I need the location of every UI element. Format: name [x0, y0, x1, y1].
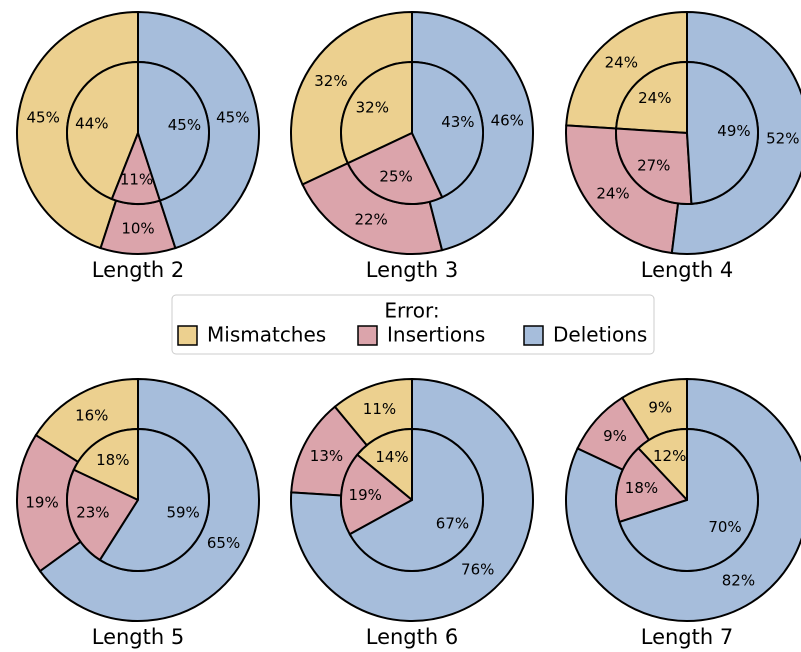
value-label: 76%: [461, 560, 494, 578]
value-label: 10%: [121, 220, 154, 238]
value-label: 59%: [166, 504, 199, 522]
legend-title: Error:: [384, 299, 439, 323]
value-label: 19%: [349, 486, 382, 504]
inner-wedge: [615, 60, 688, 135]
value-label: 46%: [491, 111, 524, 129]
value-label: 12%: [653, 447, 686, 465]
value-label: 65%: [207, 534, 240, 552]
value-label: 70%: [708, 518, 741, 536]
inner-wedge: [348, 427, 484, 572]
chart-title: Length 3: [366, 258, 458, 282]
inner-wedge: [618, 427, 759, 572]
chart-title: Length 2: [92, 258, 184, 282]
value-label: 45%: [168, 116, 201, 134]
value-label: 43%: [441, 113, 474, 131]
inner-wedge: [346, 131, 444, 205]
inner-wedge: [340, 60, 413, 165]
inner-wedge: [66, 468, 140, 562]
legend-swatch: [177, 325, 198, 346]
inner-wedge: [137, 60, 210, 202]
legend-label: Deletions: [553, 323, 647, 347]
value-label: 18%: [96, 451, 129, 469]
value-label: 13%: [310, 447, 343, 465]
chart-title: Length 5: [92, 625, 184, 649]
value-label: 9%: [603, 427, 627, 445]
value-label: 23%: [76, 504, 109, 522]
value-label: 32%: [356, 98, 389, 116]
value-label: 9%: [648, 398, 672, 416]
legend-swatch: [523, 325, 544, 346]
value-label: 22%: [354, 210, 387, 228]
value-label: 52%: [766, 130, 799, 148]
value-label: 44%: [75, 115, 108, 133]
value-label: 16%: [75, 406, 108, 424]
value-label: 11%: [120, 170, 153, 188]
value-label: 32%: [314, 72, 347, 90]
value-label: 24%: [605, 54, 638, 72]
chart-title: Length 4: [641, 258, 733, 282]
value-label: 67%: [436, 514, 469, 532]
value-label: 45%: [216, 108, 249, 126]
legend-label: Mismatches: [207, 323, 326, 347]
value-label: 14%: [375, 448, 408, 466]
value-label: 25%: [379, 168, 412, 186]
value-label: 11%: [363, 400, 396, 418]
inner-wedge: [66, 60, 139, 201]
value-label: 24%: [596, 185, 629, 203]
chart-title: Length 6: [366, 625, 458, 649]
value-label: 49%: [717, 122, 750, 140]
inner-wedge: [411, 60, 484, 199]
value-label: 45%: [27, 108, 60, 126]
value-label: 18%: [625, 479, 658, 497]
inner-wedge: [686, 60, 759, 205]
inner-wedge: [98, 427, 210, 572]
value-label: 27%: [637, 157, 670, 175]
value-label: 24%: [638, 89, 671, 107]
value-label: 19%: [25, 494, 58, 512]
value-label: 82%: [722, 572, 755, 590]
legend-swatch: [357, 325, 378, 346]
chart-title: Length 7: [641, 625, 733, 649]
inner-wedge: [615, 127, 693, 205]
legend-label: Insertions: [387, 323, 485, 347]
